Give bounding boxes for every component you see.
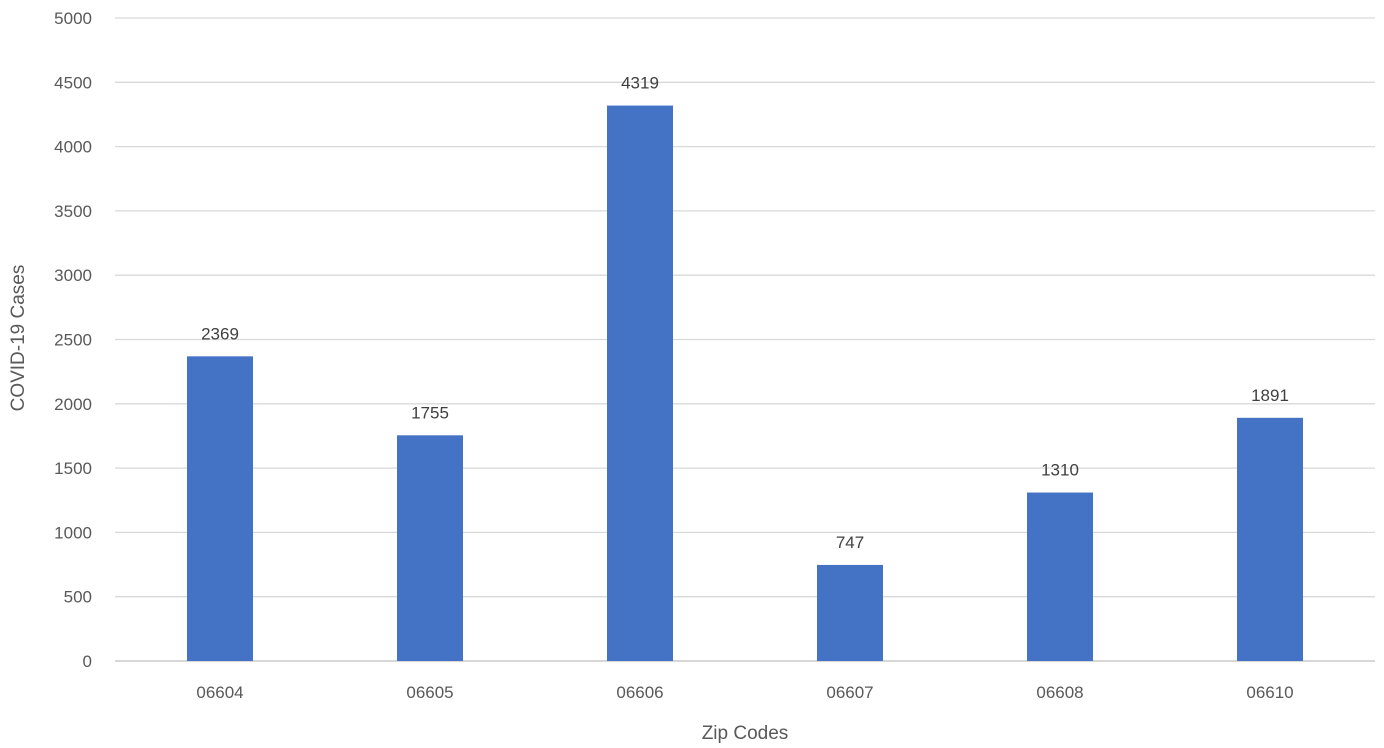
y-tick-label: 2500 — [54, 331, 92, 350]
bar — [1237, 417, 1303, 661]
x-tick-label: 06607 — [826, 683, 873, 702]
data-label: 1891 — [1251, 386, 1289, 405]
y-tick-label: 2000 — [54, 395, 92, 414]
y-tick-label: 4000 — [54, 138, 92, 157]
data-labels: 2369 1755 4319 747 1310 1891 — [201, 74, 1289, 552]
x-tick-label: 06606 — [616, 683, 663, 702]
y-tick-label: 500 — [64, 588, 92, 607]
data-label: 747 — [836, 533, 864, 552]
x-axis-ticks: 06604 06605 06606 06607 06608 06610 — [196, 683, 1293, 702]
y-tick-label: 4500 — [54, 73, 92, 92]
data-label: 1310 — [1041, 461, 1079, 480]
bar — [817, 564, 883, 661]
bar — [187, 356, 253, 661]
y-tick-label: 1000 — [54, 523, 92, 542]
y-axis-title: COVID-19 Cases — [8, 265, 29, 412]
y-axis-ticks: 0 500 1000 1500 2000 2500 3000 3500 4000 4500 5000 — [54, 9, 92, 671]
data-label: 1755 — [411, 403, 449, 422]
bars — [187, 105, 1303, 661]
x-tick-label: 06608 — [1036, 683, 1083, 702]
y-tick-label: 1500 — [54, 459, 92, 478]
gridlines — [115, 17, 1375, 662]
bar — [1027, 492, 1093, 661]
data-label: 4319 — [621, 74, 659, 93]
bar — [397, 435, 463, 661]
y-tick-label: 0 — [83, 652, 92, 671]
x-tick-label: 06610 — [1246, 683, 1293, 702]
bar — [607, 105, 673, 661]
data-label: 2369 — [201, 324, 239, 343]
y-tick-label: 3000 — [54, 266, 92, 285]
x-axis-title: Zip Codes — [702, 723, 789, 744]
y-tick-label: 3500 — [54, 202, 92, 221]
x-tick-label: 06604 — [196, 683, 243, 702]
x-tick-label: 06605 — [406, 683, 453, 702]
y-tick-label: 5000 — [54, 9, 92, 28]
